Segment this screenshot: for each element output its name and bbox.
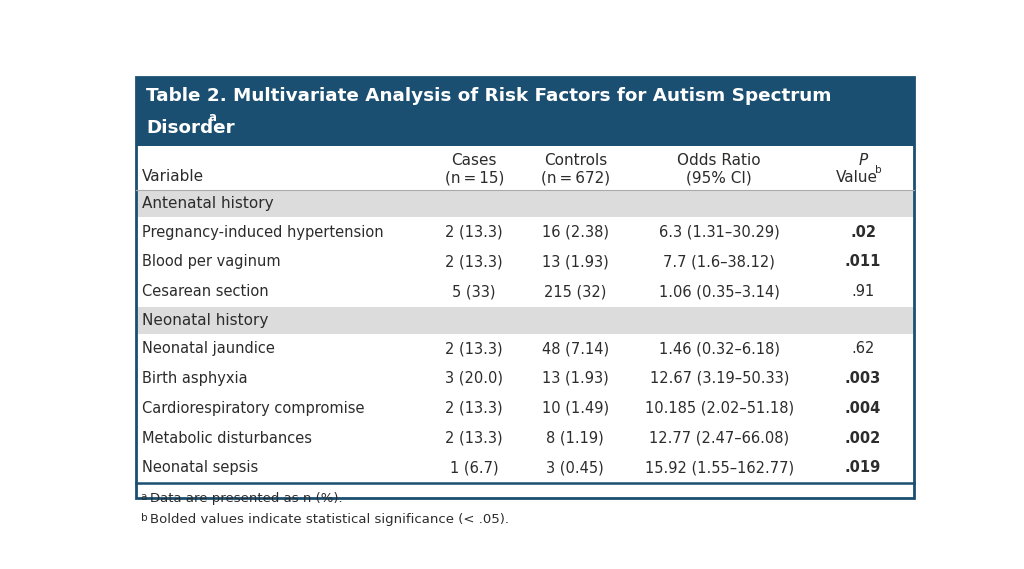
FancyBboxPatch shape xyxy=(136,77,913,146)
Text: Cesarean section: Cesarean section xyxy=(142,284,269,299)
Text: Disorder: Disorder xyxy=(146,118,234,137)
Text: Variable: Variable xyxy=(142,170,205,184)
FancyBboxPatch shape xyxy=(136,247,913,277)
Text: Bolded values indicate statistical significance (< .05).: Bolded values indicate statistical signi… xyxy=(151,513,509,526)
Text: .003: .003 xyxy=(845,371,882,386)
Text: Neonatal jaundice: Neonatal jaundice xyxy=(142,341,275,356)
Text: Data are presented as n (%).: Data are presented as n (%). xyxy=(151,492,343,505)
Text: 5 (33): 5 (33) xyxy=(453,284,496,299)
Text: Cases: Cases xyxy=(452,153,497,168)
Text: Controls: Controls xyxy=(544,153,607,168)
Text: 10.185 (2.02–51.18): 10.185 (2.02–51.18) xyxy=(645,401,794,416)
FancyBboxPatch shape xyxy=(136,423,913,453)
FancyBboxPatch shape xyxy=(136,146,913,190)
Text: .91: .91 xyxy=(852,284,874,299)
Text: Odds Ratio: Odds Ratio xyxy=(678,153,761,168)
Text: .002: .002 xyxy=(845,431,882,446)
FancyBboxPatch shape xyxy=(136,453,913,483)
Text: 16 (2.38): 16 (2.38) xyxy=(542,225,609,240)
Text: 3 (0.45): 3 (0.45) xyxy=(547,460,604,475)
Text: (95% CI): (95% CI) xyxy=(686,170,752,185)
FancyBboxPatch shape xyxy=(136,393,913,423)
FancyBboxPatch shape xyxy=(136,307,913,334)
Text: 15.92 (1.55–162.77): 15.92 (1.55–162.77) xyxy=(645,460,794,475)
FancyBboxPatch shape xyxy=(136,190,913,217)
Text: .004: .004 xyxy=(845,401,882,416)
Text: a: a xyxy=(209,112,217,125)
Text: .019: .019 xyxy=(845,460,882,475)
Text: 2 (13.3): 2 (13.3) xyxy=(445,254,503,270)
Text: b: b xyxy=(140,513,147,523)
FancyBboxPatch shape xyxy=(136,217,913,247)
Text: 6.3 (1.31–30.29): 6.3 (1.31–30.29) xyxy=(658,225,779,240)
Text: 2 (13.3): 2 (13.3) xyxy=(445,341,503,356)
Text: Neonatal history: Neonatal history xyxy=(142,313,268,328)
Text: 215 (32): 215 (32) xyxy=(544,284,606,299)
FancyBboxPatch shape xyxy=(136,277,913,307)
Text: Value: Value xyxy=(836,170,878,185)
Text: .02: .02 xyxy=(850,225,877,240)
Text: 7.7 (1.6–38.12): 7.7 (1.6–38.12) xyxy=(664,254,775,270)
Text: .62: .62 xyxy=(851,341,874,356)
Text: 13 (1.93): 13 (1.93) xyxy=(542,254,608,270)
Text: 3 (20.0): 3 (20.0) xyxy=(445,371,503,386)
Text: Birth asphyxia: Birth asphyxia xyxy=(142,371,248,386)
Text: 1 (6.7): 1 (6.7) xyxy=(450,460,499,475)
Text: 8 (1.19): 8 (1.19) xyxy=(547,431,604,446)
Text: 1.06 (0.35–3.14): 1.06 (0.35–3.14) xyxy=(658,284,779,299)
Text: .011: .011 xyxy=(845,254,882,270)
FancyBboxPatch shape xyxy=(136,334,913,364)
Text: 12.67 (3.19–50.33): 12.67 (3.19–50.33) xyxy=(649,371,788,386)
Text: 13 (1.93): 13 (1.93) xyxy=(542,371,608,386)
Text: 10 (1.49): 10 (1.49) xyxy=(542,401,609,416)
Text: 2 (13.3): 2 (13.3) xyxy=(445,431,503,446)
Text: 2 (13.3): 2 (13.3) xyxy=(445,401,503,416)
Text: Blood per vaginum: Blood per vaginum xyxy=(142,254,281,270)
Text: a: a xyxy=(140,492,147,502)
Text: Neonatal sepsis: Neonatal sepsis xyxy=(142,460,258,475)
Text: b: b xyxy=(874,165,882,175)
Text: 2 (13.3): 2 (13.3) xyxy=(445,225,503,240)
Text: 1.46 (0.32–6.18): 1.46 (0.32–6.18) xyxy=(658,341,779,356)
Text: Antenatal history: Antenatal history xyxy=(142,196,273,211)
Text: Pregnancy-induced hypertension: Pregnancy-induced hypertension xyxy=(142,225,384,240)
Text: Cardiorespiratory compromise: Cardiorespiratory compromise xyxy=(142,401,365,416)
Text: Table 2. Multivariate Analysis of Risk Factors for Autism Spectrum: Table 2. Multivariate Analysis of Risk F… xyxy=(146,88,831,105)
Text: P: P xyxy=(858,153,867,168)
Text: (n = 672): (n = 672) xyxy=(541,170,610,185)
Text: 48 (7.14): 48 (7.14) xyxy=(542,341,609,356)
Text: Metabolic disturbances: Metabolic disturbances xyxy=(142,431,312,446)
Text: 12.77 (2.47–66.08): 12.77 (2.47–66.08) xyxy=(649,431,790,446)
FancyBboxPatch shape xyxy=(136,364,913,393)
Text: (n = 15): (n = 15) xyxy=(444,170,504,185)
